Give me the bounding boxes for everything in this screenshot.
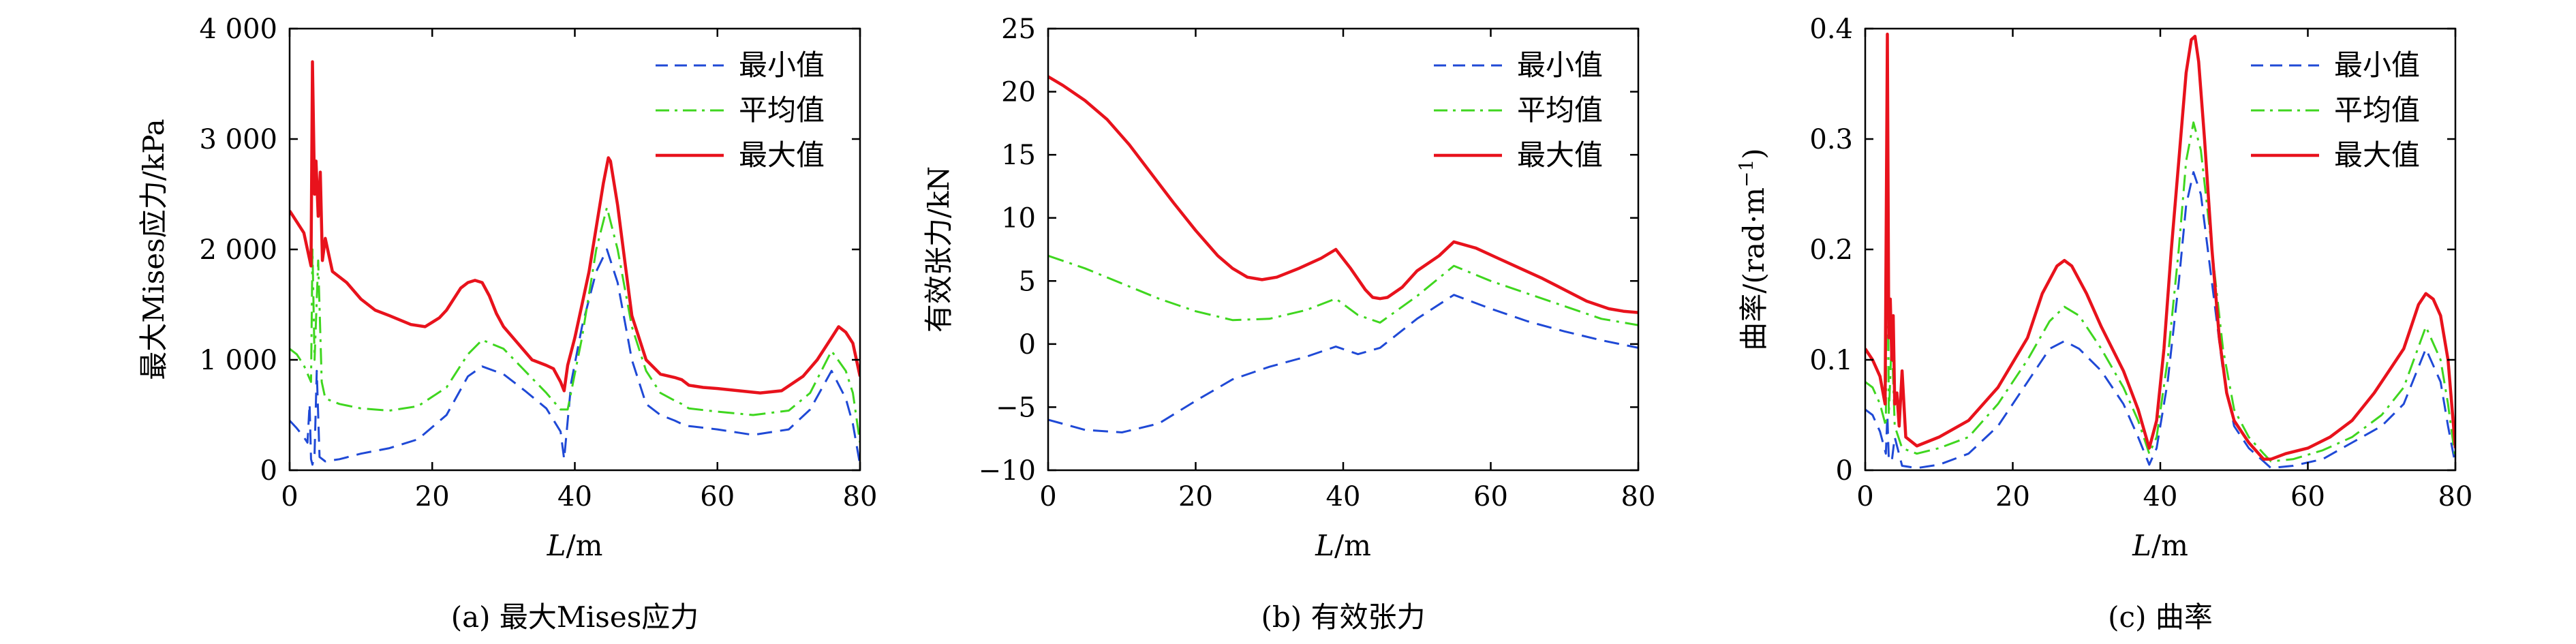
x-tick-label: 20 <box>415 481 450 512</box>
x-tick-label: 0 <box>281 481 298 512</box>
x-axis-label: L/m <box>2132 529 2188 562</box>
legend-label: 最大值 <box>739 138 825 172</box>
y-tick-label: −5 <box>996 392 1036 423</box>
legend-label: 平均值 <box>739 93 825 127</box>
y-tick-label: 2 000 <box>199 234 277 266</box>
panel-caption: (a) 最大Mises应力 <box>451 600 699 634</box>
x-tick-label: 60 <box>1473 481 1508 512</box>
y-axis-label-text: 曲率/(rad·m <box>1737 187 1770 351</box>
x-tick-label: 40 <box>557 481 592 512</box>
x-axis-label-unit: /m <box>2151 529 2188 562</box>
y-axis-label-sup: −1 <box>1735 159 1758 187</box>
y-tick-label: −10 <box>979 455 1036 487</box>
chart-panel-0: 0 20 40 60 80 0 1 000 2 000 3 000 4 000 L/m 最大Mises… <box>137 14 877 634</box>
x-tick-label: 60 <box>700 481 735 512</box>
x-axis-label-var: L <box>2132 529 2151 562</box>
x-axis-label: L/m <box>1315 529 1371 562</box>
x-tick-label: 20 <box>1178 481 1213 512</box>
x-axis-label-var: L <box>1315 529 1334 562</box>
series-line-min <box>290 248 860 466</box>
panel-caption: (c) 曲率 <box>2108 600 2213 634</box>
x-tick-label: 0 <box>1856 481 1873 512</box>
y-tick-label: 0.4 <box>1809 14 1853 45</box>
legend-label: 平均值 <box>1517 93 1603 127</box>
series-line-avg <box>290 206 860 443</box>
series-line-max <box>290 60 860 395</box>
y-tick-label: 10 <box>1001 203 1036 234</box>
x-axis-label-unit: /m <box>1334 529 1371 562</box>
legend-label: 最大值 <box>2334 138 2420 172</box>
y-tick-label: 4 000 <box>199 14 277 45</box>
x-tick-label: 60 <box>2290 481 2325 512</box>
y-tick-label: 20 <box>1001 77 1036 108</box>
y-tick-label: 0.2 <box>1809 234 1853 266</box>
series-line-max <box>1865 32 2455 461</box>
x-tick-label: 80 <box>2438 481 2473 512</box>
series-line-avg <box>1048 254 1638 326</box>
legend-label: 最小值 <box>739 48 825 82</box>
x-tick-label: 0 <box>1039 481 1056 512</box>
y-axis-label: 有效张力/kN <box>922 166 955 333</box>
y-tick-label: 5 <box>1019 266 1036 297</box>
y-tick-label: 3 000 <box>199 124 277 155</box>
y-axis-label: 曲率/(rad·m−1) <box>1735 148 1770 350</box>
x-axis-label: L/m <box>547 529 603 562</box>
y-axis-label: 最大Mises应力/kPa <box>137 119 170 380</box>
y-axis-label-text: 有效张力/kN <box>922 166 955 333</box>
y-tick-label: 25 <box>1001 14 1036 45</box>
x-axis-label-var: L <box>547 529 566 562</box>
y-tick-label: 0.3 <box>1809 124 1853 155</box>
legend-label: 平均值 <box>2334 93 2420 127</box>
x-tick-label: 40 <box>1326 481 1361 512</box>
y-axis-label-text: 最大Mises应力/kPa <box>137 119 170 380</box>
y-tick-label: 15 <box>1001 140 1036 171</box>
legend-label: 最大值 <box>1517 138 1603 172</box>
y-tick-label: 1 000 <box>199 345 277 376</box>
x-axis-label-unit: /m <box>566 529 602 562</box>
legend-label: 最小值 <box>2334 48 2420 82</box>
x-tick-label: 80 <box>843 481 878 512</box>
series-line-max <box>1048 75 1638 314</box>
chart-panel-1: 0 20 40 60 80 −10 −5 0 5 10 15 20 25 L/m 有效张力/kN 最小值平均值… <box>922 14 1655 634</box>
panel-caption: (b) 有效张力 <box>1261 600 1425 634</box>
x-tick-label: 20 <box>1995 481 2030 512</box>
series-line-min <box>1865 171 2455 470</box>
y-tick-label: 0.1 <box>1809 345 1853 376</box>
y-tick-label: 0 <box>260 455 277 487</box>
x-tick-label: 40 <box>2143 481 2178 512</box>
x-tick-label: 80 <box>1621 481 1656 512</box>
series-line-avg <box>1865 121 2455 463</box>
legend-label: 最小值 <box>1517 48 1603 82</box>
series-line-min <box>1048 294 1638 433</box>
y-tick-label: 0 <box>1019 329 1036 361</box>
y-axis-label-tail: ) <box>1737 148 1770 159</box>
chart-panel-2: 0 20 40 60 80 0 0.1 0.2 0.3 0.4 L/m 曲率/(rad·m−1) 最小值… <box>1735 14 2472 634</box>
y-tick-label: 0 <box>1836 455 1853 487</box>
